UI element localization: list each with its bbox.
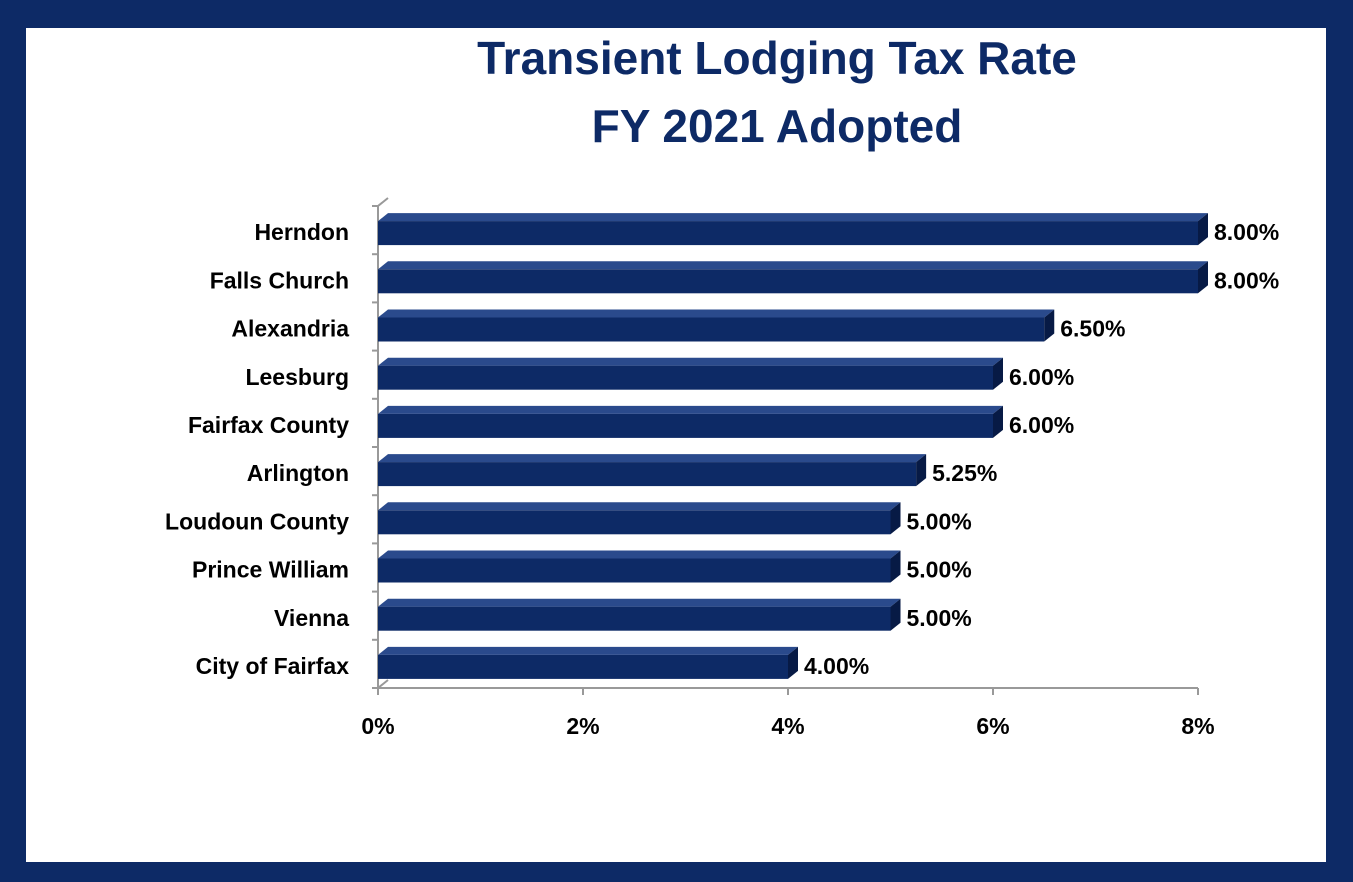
x-tick-label: 4%: [771, 713, 804, 739]
value-label: 5.25%: [932, 460, 997, 486]
x-tick-label: 8%: [1181, 713, 1214, 739]
value-label: 5.00%: [907, 605, 972, 631]
value-label: 8.00%: [1214, 267, 1279, 293]
value-label: 4.00%: [804, 653, 869, 679]
y-tick-label: Prince William: [192, 557, 349, 583]
bar-side: [1198, 261, 1208, 294]
y-tick-label: Vienna: [274, 605, 349, 631]
value-label: 6.00%: [1009, 364, 1074, 390]
bar: [378, 654, 788, 679]
bar: [378, 365, 993, 390]
value-label: 8.00%: [1214, 219, 1279, 245]
bar: [378, 413, 993, 438]
bar: [378, 462, 917, 487]
bar-side: [890, 550, 901, 583]
y-tick-label: Arlington: [247, 460, 349, 486]
bar-top: [378, 261, 1208, 270]
y-tick-label: Falls Church: [210, 267, 349, 293]
chart-title: Transient Lodging Tax Rate: [477, 32, 1077, 84]
bar-top: [378, 213, 1208, 222]
panel: [26, 28, 1326, 862]
value-label: 6.00%: [1009, 412, 1074, 438]
x-tick-label: 0%: [361, 713, 394, 739]
bar: [378, 558, 891, 583]
bar: [378, 510, 891, 535]
x-tick-label: 6%: [976, 713, 1009, 739]
bar-top: [378, 405, 1003, 414]
bar: [378, 221, 1198, 246]
value-label: 6.50%: [1060, 316, 1125, 342]
bar-top: [378, 454, 927, 463]
bar-top: [378, 502, 901, 511]
bar-top: [378, 309, 1055, 318]
x-tick-label: 2%: [566, 713, 599, 739]
bar-side: [1198, 213, 1208, 246]
bar-top: [378, 598, 901, 607]
y-tick-label: Fairfax County: [188, 412, 349, 438]
y-tick-label: Leesburg: [245, 364, 349, 390]
bar-side: [890, 598, 901, 631]
bar: [378, 269, 1198, 294]
bar-top: [378, 550, 901, 559]
bar-side: [993, 357, 1003, 390]
bar-side: [993, 405, 1003, 438]
bar-side: [1044, 309, 1055, 342]
y-tick-label: Alexandria: [231, 316, 349, 342]
bar-top: [378, 357, 1003, 366]
chart-subtitle: FY 2021 Adopted: [592, 100, 963, 152]
y-tick-label: Loudoun County: [165, 508, 349, 534]
bar-side: [916, 454, 927, 487]
bar-top: [378, 646, 798, 655]
value-label: 5.00%: [907, 508, 972, 534]
y-tick-label: City of Fairfax: [196, 653, 350, 679]
bar: [378, 317, 1045, 342]
bar: [378, 606, 891, 631]
bar-side: [788, 646, 798, 679]
y-tick-label: Herndon: [254, 219, 349, 245]
axis-edge: [377, 679, 389, 689]
bar-side: [890, 502, 901, 535]
value-label: 5.00%: [907, 557, 972, 583]
